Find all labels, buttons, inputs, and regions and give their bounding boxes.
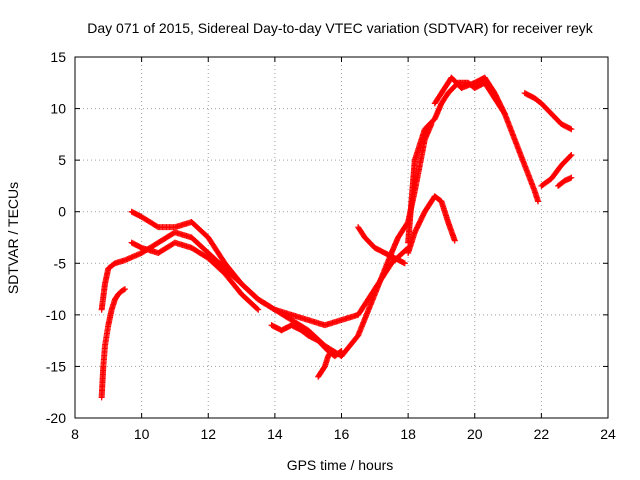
data-point-marker — [327, 348, 334, 355]
y-tick-label: 0 — [58, 204, 66, 220]
y-tick-label: -20 — [46, 410, 66, 426]
data-point-marker — [337, 348, 344, 355]
y-axis-label: SDTVAR / TECUs — [5, 182, 21, 294]
y-tick-label: 5 — [58, 152, 66, 168]
data-point-marker — [401, 260, 408, 267]
y-tick-label: -15 — [46, 358, 66, 374]
x-axis-label: GPS time / hours — [287, 457, 394, 473]
x-tick-label: 14 — [267, 426, 283, 442]
data-point-marker — [328, 347, 335, 354]
data-point-marker — [255, 306, 262, 313]
grid-lines — [75, 57, 608, 418]
data-point-marker — [568, 151, 575, 158]
x-tick-label: 22 — [534, 426, 550, 442]
y-tick-label: -5 — [54, 255, 67, 271]
data-point-marker — [568, 126, 575, 133]
chart-title: Day 071 of 2015, Sidereal Day-to-day VTE… — [87, 20, 593, 36]
y-tick-label: -10 — [46, 307, 66, 323]
axis-ticks: 8 10 12 14 16 18 20 22 24 -20 -15 -10 -5 0 5 10 15 — [46, 49, 616, 442]
plot-frame — [74, 56, 609, 419]
x-tick-label: 24 — [600, 426, 616, 442]
data-points — [98, 74, 575, 401]
data-point-marker — [451, 237, 458, 244]
y-tick-label: 10 — [50, 101, 66, 117]
data-point-marker — [120, 286, 127, 293]
data-point-marker — [338, 347, 345, 354]
x-tick-label: 18 — [400, 426, 416, 442]
data-point-marker — [254, 305, 261, 312]
data-point-marker — [567, 152, 574, 159]
y-tick-label: 15 — [50, 49, 66, 65]
x-tick-label: 16 — [334, 426, 350, 442]
data-point-marker — [568, 174, 575, 181]
x-tick-label: 20 — [467, 426, 483, 442]
data-point-marker — [535, 198, 542, 205]
x-tick-label: 12 — [200, 426, 216, 442]
data-point-marker — [121, 286, 128, 293]
x-tick-label: 10 — [134, 426, 150, 442]
x-tick-label: 8 — [71, 426, 79, 442]
